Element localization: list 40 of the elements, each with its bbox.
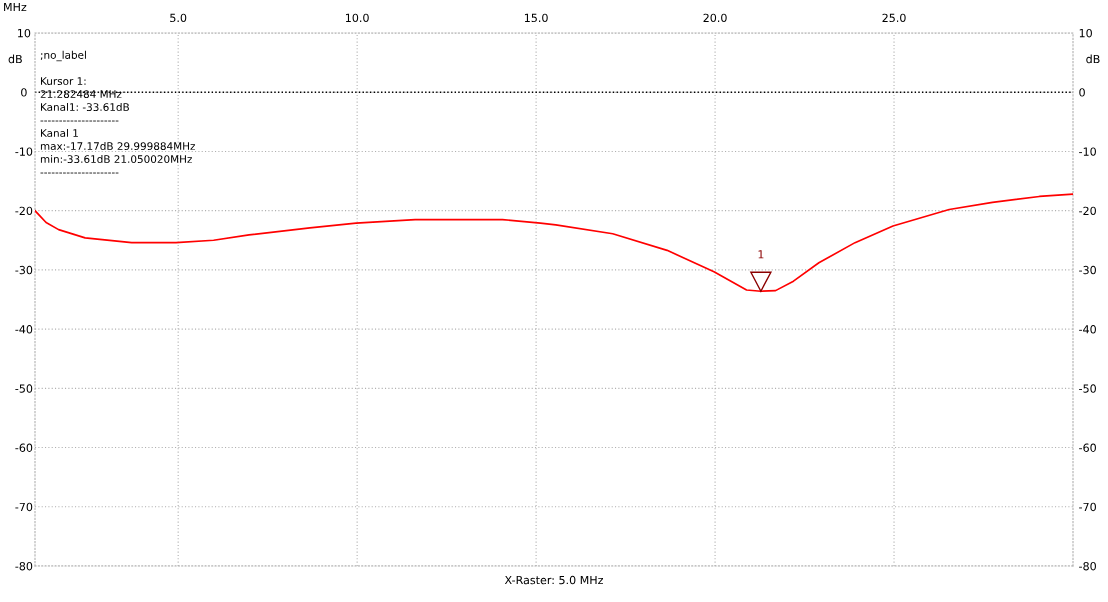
line-series bbox=[35, 193, 1073, 293]
annotation: min:-33.61dB 21.050020MHz bbox=[40, 154, 192, 164]
annotation: 1 bbox=[758, 250, 764, 259]
y2-tick-label: -20 bbox=[1079, 206, 1096, 216]
y2-tick-label: 10 bbox=[1079, 28, 1092, 38]
y-tick-label: -50 bbox=[15, 384, 33, 393]
y2-tick-label: -60 bbox=[1079, 443, 1096, 452]
annotation: Kanal 1 bbox=[41, 128, 78, 138]
y2-tick-label: 0 bbox=[1079, 88, 1085, 97]
text: X-Raster: 5.0 MHz bbox=[504, 575, 603, 585]
y-tick-label: -60 bbox=[15, 443, 33, 452]
y-tick-label: -10 bbox=[15, 147, 33, 156]
y2-tick-label: -80 bbox=[1079, 561, 1096, 571]
annotation: --------------------- bbox=[40, 172, 119, 174]
annotation: Kanal1: -33.61dB bbox=[41, 102, 129, 112]
annotation: ;no_label bbox=[40, 50, 86, 62]
annotation: Kursor 1: bbox=[41, 77, 86, 86]
y-tick-label: -80 bbox=[15, 561, 33, 571]
y-tick-label: -40 bbox=[15, 325, 33, 334]
y-tick-label: 10 bbox=[18, 28, 31, 38]
y2-tick-label: -10 bbox=[1079, 147, 1096, 156]
y2-tick-label: -40 bbox=[1079, 325, 1096, 334]
annotation: 21.282484 MHz bbox=[40, 90, 122, 99]
annotation: --------------------- bbox=[40, 120, 119, 122]
x-tick-label: 15.0 bbox=[524, 13, 548, 23]
x-tick-label: 25.0 bbox=[882, 13, 906, 23]
y2-axis-title: dB bbox=[1086, 54, 1100, 64]
y-tick-label: -30 bbox=[15, 265, 33, 275]
y2-tick-label: -30 bbox=[1079, 265, 1096, 275]
x-axis-title: MHz bbox=[4, 2, 27, 12]
annotation: max:-17.17dB 29.999884MHz bbox=[40, 141, 196, 151]
x-tick-label: 5.0 bbox=[170, 13, 187, 23]
y2-tick-label: -50 bbox=[1079, 384, 1096, 393]
y-tick-label: -70 bbox=[15, 502, 33, 512]
x-tick-label: 20.0 bbox=[703, 13, 727, 23]
y-tick-label: 0 bbox=[21, 88, 27, 97]
y-axis-title: dB bbox=[8, 54, 22, 64]
y2-tick-label: -70 bbox=[1079, 502, 1096, 512]
y-tick-label: -20 bbox=[15, 206, 33, 216]
x-tick-label: 10.0 bbox=[345, 13, 369, 23]
